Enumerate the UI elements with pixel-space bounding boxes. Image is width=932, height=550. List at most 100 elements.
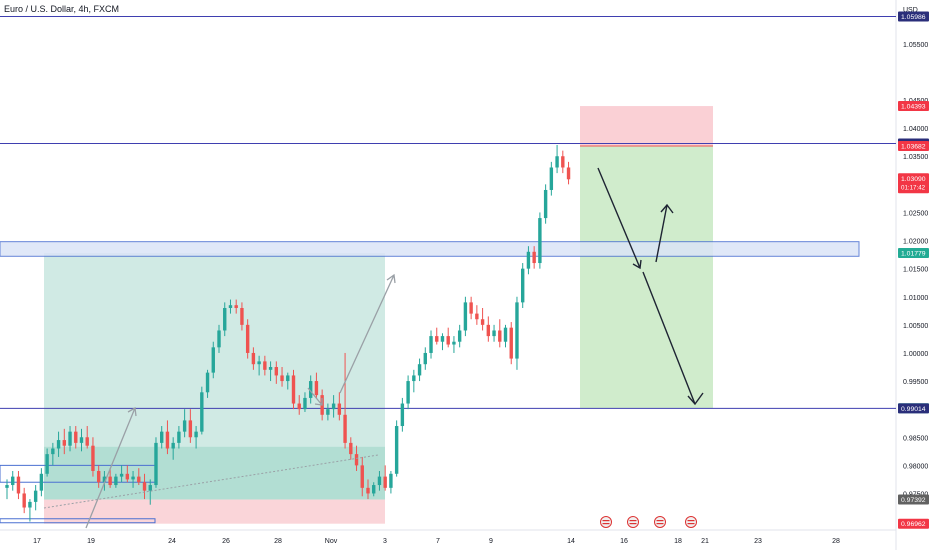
- candle-body[interactable]: [423, 352, 427, 365]
- candle-body[interactable]: [223, 307, 227, 331]
- projection-arrow[interactable]: [307, 387, 323, 406]
- candle-body[interactable]: [68, 431, 72, 446]
- candle-body[interactable]: [45, 454, 49, 474]
- candle-body[interactable]: [463, 302, 468, 331]
- candle-body[interactable]: [480, 319, 485, 325]
- candle-body[interactable]: [561, 156, 565, 168]
- candle-body[interactable]: [303, 397, 307, 410]
- support-resistance-zone[interactable]: [0, 241, 860, 257]
- candle-body[interactable]: [326, 409, 330, 415]
- candle-body[interactable]: [182, 420, 187, 432]
- candle-body[interactable]: [211, 347, 215, 373]
- candle-body[interactable]: [503, 327, 508, 342]
- candle-body[interactable]: [188, 420, 193, 438]
- candle-body[interactable]: [566, 167, 571, 180]
- left-zone-box-lower[interactable]: [0, 518, 156, 524]
- candle-body[interactable]: [417, 364, 422, 376]
- price-tag[interactable]: [898, 494, 929, 505]
- candle-body[interactable]: [177, 431, 181, 443]
- long-position-stop-zone[interactable]: [44, 499, 385, 524]
- economic-event-flag-icon[interactable]: [685, 516, 697, 528]
- candle-body[interactable]: [297, 403, 301, 410]
- candle-body[interactable]: [194, 431, 198, 438]
- projection-arrow[interactable]: [642, 271, 696, 405]
- candle-body[interactable]: [51, 448, 55, 455]
- candle-body[interactable]: [457, 330, 462, 342]
- candle-body[interactable]: [549, 167, 554, 190]
- candle-body[interactable]: [377, 476, 382, 486]
- candle-body[interactable]: [171, 442, 175, 449]
- candle-body[interactable]: [521, 268, 525, 303]
- candle-body[interactable]: [268, 367, 273, 370]
- candle-body[interactable]: [114, 476, 118, 486]
- economic-event-flag-icon[interactable]: [600, 516, 612, 528]
- candle-body[interactable]: [263, 361, 267, 370]
- candle-body[interactable]: [96, 470, 101, 483]
- candle-body[interactable]: [532, 251, 536, 264]
- candle-body[interactable]: [28, 501, 32, 508]
- candle-body[interactable]: [475, 313, 479, 320]
- candle-body[interactable]: [257, 361, 261, 365]
- candle-body[interactable]: [234, 305, 238, 308]
- projection-arrowhead[interactable]: [314, 398, 323, 406]
- candle-body[interactable]: [515, 302, 519, 359]
- candle-body[interactable]: [331, 403, 336, 410]
- candle-body[interactable]: [119, 473, 124, 477]
- candle-body[interactable]: [538, 218, 542, 264]
- candle-body[interactable]: [360, 465, 364, 488]
- candle-body[interactable]: [148, 485, 152, 491]
- candle-body[interactable]: [165, 431, 170, 449]
- candle-body[interactable]: [56, 440, 61, 449]
- candle-body[interactable]: [240, 307, 244, 325]
- candle-body[interactable]: [486, 324, 491, 337]
- candle-body[interactable]: [205, 372, 210, 393]
- candle-body[interactable]: [383, 476, 387, 488]
- candle-body[interactable]: [108, 476, 112, 486]
- candle-body[interactable]: [251, 352, 256, 365]
- candle-body[interactable]: [389, 473, 393, 488]
- price-tag[interactable]: [898, 518, 929, 529]
- candle-body[interactable]: [5, 485, 9, 488]
- candle-body[interactable]: [22, 493, 26, 508]
- candle-body[interactable]: [85, 437, 89, 446]
- candle-body[interactable]: [217, 330, 221, 348]
- candle-body[interactable]: [555, 156, 559, 168]
- projection-arrowhead[interactable]: [687, 392, 704, 406]
- candle-body[interactable]: [543, 189, 548, 219]
- candle-body[interactable]: [526, 251, 531, 269]
- short-position-target-zone[interactable]: [580, 146, 713, 409]
- candle-body[interactable]: [291, 375, 296, 404]
- candle-body[interactable]: [228, 305, 233, 308]
- price-axis-panel[interactable]: [896, 0, 932, 550]
- projection-arrowhead[interactable]: [660, 203, 674, 214]
- candle-body[interactable]: [412, 375, 416, 382]
- candle-body[interactable]: [142, 482, 147, 491]
- candle-body[interactable]: [435, 336, 439, 342]
- candle-body[interactable]: [16, 476, 21, 494]
- candle-body[interactable]: [308, 381, 313, 398]
- candle-body[interactable]: [314, 381, 319, 396]
- candle-body[interactable]: [349, 442, 353, 455]
- candle-body[interactable]: [440, 336, 445, 342]
- candle-body[interactable]: [337, 403, 342, 415]
- candle-body[interactable]: [280, 375, 284, 382]
- candle-body[interactable]: [509, 327, 513, 359]
- projection-arrowhead[interactable]: [632, 259, 642, 270]
- candle-body[interactable]: [154, 442, 158, 486]
- candle-body[interactable]: [366, 487, 370, 494]
- price-tag[interactable]: [898, 141, 929, 152]
- candle-body[interactable]: [125, 473, 130, 480]
- projection-arrow[interactable]: [339, 274, 395, 394]
- candle-body[interactable]: [372, 485, 376, 494]
- candle-body[interactable]: [400, 403, 405, 427]
- candle-body[interactable]: [33, 490, 38, 502]
- projection-arrowhead[interactable]: [127, 406, 137, 417]
- candle-body[interactable]: [452, 341, 456, 345]
- candle-body[interactable]: [102, 476, 107, 483]
- candle-body[interactable]: [160, 431, 164, 443]
- candle-body[interactable]: [274, 367, 279, 376]
- candle-body[interactable]: [39, 473, 44, 491]
- short-position-stop-zone[interactable]: [580, 106, 713, 147]
- candle-body[interactable]: [492, 330, 496, 337]
